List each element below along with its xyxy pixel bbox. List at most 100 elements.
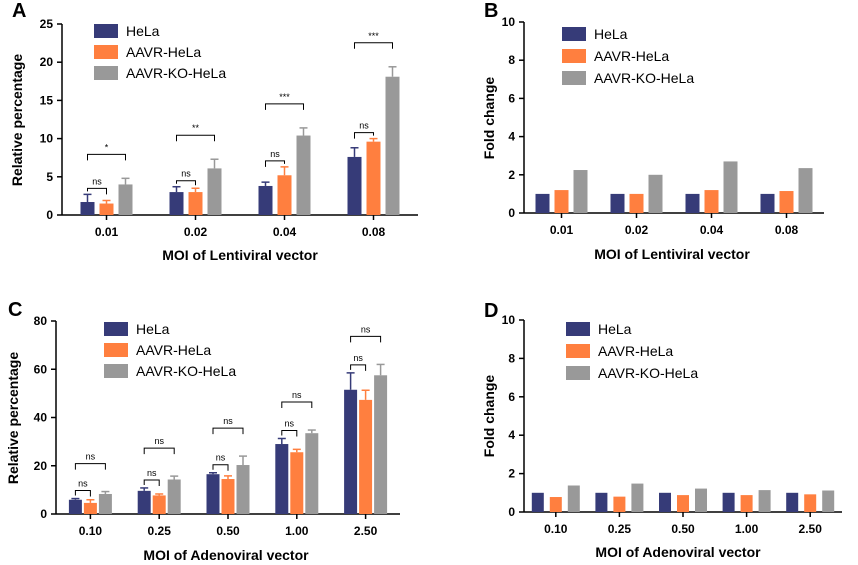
- bar: [567, 485, 580, 512]
- bar: [83, 502, 97, 514]
- x-tick-label: 0.50: [671, 522, 695, 536]
- y-tick-label: 80: [34, 314, 48, 328]
- x-tick-label: 0.25: [608, 522, 632, 536]
- significance-label: ns: [223, 416, 233, 426]
- bar: [290, 452, 304, 514]
- significance-label: ns: [154, 436, 164, 446]
- significance-bracket: [354, 132, 374, 139]
- x-tick-label: 0.25: [148, 524, 172, 538]
- bar: [786, 492, 799, 512]
- significance-bracket: [350, 364, 367, 371]
- y-axis-title: Relative percentage: [5, 352, 21, 484]
- x-tick-label: 2.50: [799, 522, 823, 536]
- bar: [296, 135, 311, 215]
- bar: [366, 141, 381, 215]
- significance-label: ***: [279, 92, 290, 102]
- significance-bracket: [212, 427, 244, 435]
- bar: [610, 193, 625, 213]
- bar: [347, 156, 362, 215]
- legend: HeLa AAVR-HeLa AAVR-KO-HeLa: [562, 26, 694, 86]
- bar: [344, 389, 358, 514]
- bar: [804, 494, 817, 512]
- bar: [221, 479, 235, 514]
- x-tick-label: 1.00: [735, 522, 759, 536]
- bar: [277, 175, 292, 215]
- significance-bracket: [74, 463, 106, 470]
- significance-bracket: [350, 335, 382, 343]
- bar: [206, 474, 220, 514]
- y-tick-label: 20: [34, 459, 48, 473]
- significance-label: ns: [181, 169, 191, 179]
- y-tick-label: 15: [40, 93, 54, 107]
- bar: [169, 192, 184, 215]
- significance-bracket: [354, 42, 393, 49]
- significance-label: ns: [86, 452, 96, 462]
- legend-label: AAVR-HeLa: [126, 44, 201, 60]
- legend: HeLa AAVR-HeLa AAVR-KO-HeLa: [566, 321, 698, 381]
- significance-bracket: [87, 153, 126, 161]
- legend-swatch: [104, 322, 128, 336]
- x-tick-label: 0.04: [273, 225, 297, 239]
- bar: [359, 399, 373, 514]
- legend-label: AAVR-KO-HeLa: [126, 65, 226, 81]
- legend-swatch: [566, 344, 590, 358]
- significance-label: ns: [78, 479, 88, 489]
- significance-label: *: [105, 142, 109, 152]
- significance-bracket: [74, 490, 91, 497]
- significance-label: ns: [361, 324, 371, 334]
- legend-swatch: [566, 322, 590, 336]
- x-tick-label: 0.08: [362, 225, 386, 239]
- bar: [595, 492, 608, 512]
- panel-b: B 0 2 4 6 8 10 0.01 0.02 0.04 0.08 MOI of Lentivira…: [481, 0, 824, 262]
- panel-d: D 0 2 4 6 8 10 0.10 0.25 0.50 1.00 2.50 MOI of Adeno…: [481, 300, 842, 560]
- bar: [531, 492, 544, 512]
- x-tick-label: 0.01: [550, 223, 574, 237]
- bar: [98, 493, 112, 514]
- bar: [68, 499, 82, 514]
- significance-label: ***: [368, 31, 379, 41]
- significance-bracket: [176, 180, 196, 186]
- bar: [740, 495, 753, 512]
- legend-swatch: [566, 366, 590, 380]
- bar: [236, 465, 250, 514]
- significance-label: ns: [270, 149, 280, 159]
- bar: [137, 490, 151, 514]
- y-tick-label: 0: [508, 206, 515, 220]
- bar: [822, 490, 835, 512]
- significance-bracket: [143, 447, 175, 455]
- bar: [549, 497, 562, 512]
- x-axis-title: MOI of Lentiviral vector: [162, 247, 318, 263]
- bar: [758, 490, 771, 512]
- bar: [631, 483, 644, 512]
- bar: [695, 488, 707, 512]
- legend-label: AAVR-HeLa: [594, 48, 669, 64]
- y-tick-label: 4: [508, 428, 515, 442]
- y-tick-label: 20: [40, 55, 54, 69]
- x-tick-label: 0.10: [79, 524, 103, 538]
- y-tick-label: 10: [40, 132, 54, 146]
- y-tick-label: 4: [508, 130, 515, 144]
- bar: [648, 174, 663, 213]
- y-tick-label: 0: [46, 208, 53, 222]
- significance-bracket: [176, 134, 215, 142]
- legend-label: HeLa: [594, 26, 628, 42]
- y-tick-label: 0: [508, 505, 515, 519]
- bar: [80, 202, 95, 215]
- y-tick-label: 10: [502, 15, 516, 29]
- significance-label: ns: [359, 121, 369, 131]
- legend-swatch: [562, 27, 586, 41]
- panel-c: C 0 20 40 60 80 0.10 0.25 0.50 1.00 2.50 MOI of Ade…: [5, 299, 400, 563]
- bar: [167, 479, 181, 514]
- y-tick-label: 2: [508, 168, 515, 182]
- y-tick-label: 5: [46, 170, 53, 184]
- legend-label: AAVR-HeLa: [136, 342, 211, 358]
- y-tick-label: 25: [40, 17, 54, 31]
- bar: [385, 76, 400, 215]
- bar: [305, 433, 319, 514]
- bar: [798, 168, 813, 213]
- x-tick-label: 0.02: [184, 225, 208, 239]
- y-axis-title: Fold change: [481, 375, 497, 458]
- significance-label: **: [192, 123, 200, 133]
- panel-label: B: [484, 0, 498, 22]
